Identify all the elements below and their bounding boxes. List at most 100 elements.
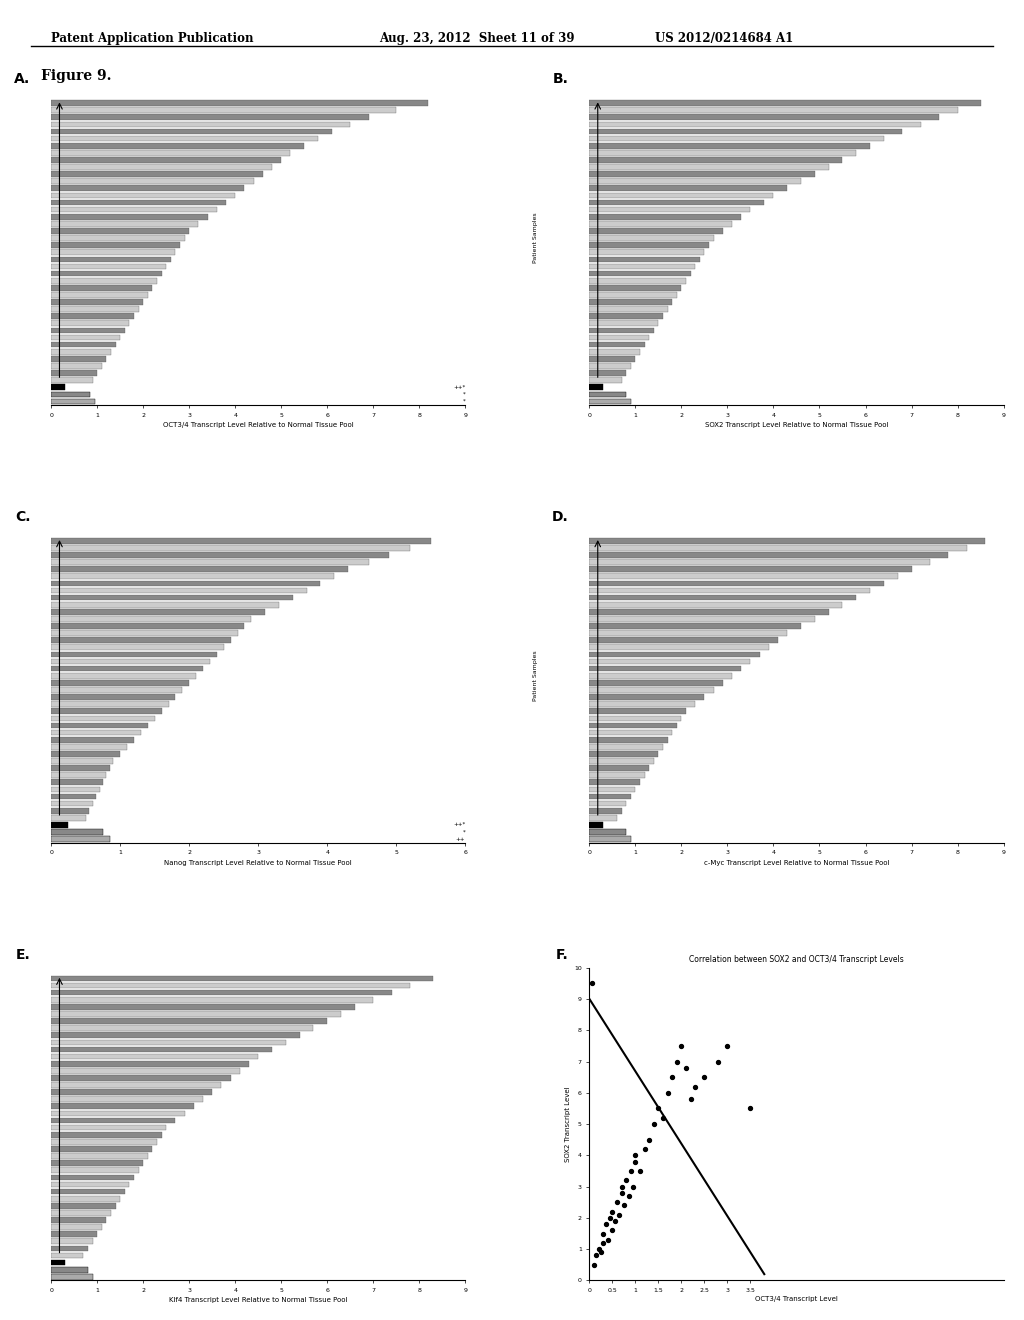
Bar bbox=[51, 186, 245, 191]
Bar bbox=[51, 1167, 138, 1173]
Bar bbox=[51, 1232, 97, 1237]
Bar bbox=[590, 673, 732, 678]
Bar bbox=[51, 1089, 212, 1096]
Bar bbox=[51, 1131, 162, 1138]
Bar bbox=[51, 1246, 88, 1251]
Bar bbox=[51, 638, 230, 643]
Bar bbox=[51, 157, 282, 162]
Bar bbox=[590, 115, 939, 120]
Bar bbox=[51, 1175, 134, 1180]
Point bbox=[625, 1176, 641, 1197]
Point bbox=[604, 1201, 621, 1222]
Bar bbox=[51, 384, 65, 391]
Bar bbox=[590, 121, 921, 127]
Bar bbox=[590, 680, 723, 685]
Bar bbox=[590, 539, 985, 544]
Bar bbox=[590, 300, 673, 305]
Bar bbox=[590, 172, 815, 177]
Point bbox=[609, 1192, 626, 1213]
Bar bbox=[51, 990, 391, 995]
Bar bbox=[51, 321, 129, 326]
Point bbox=[591, 1238, 607, 1259]
Bar bbox=[590, 150, 856, 156]
Bar bbox=[51, 285, 153, 290]
Bar bbox=[590, 780, 640, 785]
Bar bbox=[51, 539, 431, 544]
Point bbox=[621, 1185, 637, 1206]
Bar bbox=[590, 128, 902, 135]
Bar bbox=[590, 271, 690, 276]
Bar bbox=[51, 997, 373, 1003]
Bar bbox=[51, 207, 217, 213]
Point bbox=[628, 1151, 644, 1172]
Text: *: * bbox=[463, 392, 465, 397]
Bar bbox=[590, 545, 967, 550]
Bar bbox=[51, 249, 175, 255]
Bar bbox=[51, 327, 125, 333]
Bar bbox=[590, 573, 898, 579]
Bar bbox=[51, 313, 134, 319]
Bar bbox=[51, 150, 291, 156]
Bar bbox=[590, 235, 714, 240]
Bar bbox=[51, 581, 321, 586]
Bar bbox=[590, 630, 787, 636]
Bar bbox=[51, 801, 92, 807]
Bar bbox=[51, 744, 127, 750]
Text: ++*: ++* bbox=[453, 384, 465, 389]
Point bbox=[687, 1076, 703, 1097]
Point bbox=[611, 1204, 628, 1225]
Bar bbox=[51, 808, 89, 813]
Bar bbox=[51, 751, 120, 756]
Bar bbox=[590, 587, 870, 593]
Bar bbox=[590, 285, 682, 290]
Bar bbox=[590, 207, 751, 213]
Bar bbox=[590, 107, 957, 114]
Text: Patient Samples: Patient Samples bbox=[534, 213, 539, 264]
Bar bbox=[51, 1160, 143, 1166]
Point bbox=[659, 1082, 676, 1104]
Bar bbox=[51, 822, 69, 828]
Bar bbox=[51, 665, 203, 672]
Bar bbox=[51, 1032, 300, 1038]
Text: B.: B. bbox=[553, 73, 568, 86]
Bar bbox=[590, 292, 677, 298]
Bar bbox=[51, 214, 208, 219]
Bar bbox=[51, 342, 116, 347]
Bar bbox=[51, 121, 350, 127]
Bar bbox=[51, 688, 182, 693]
Bar bbox=[590, 814, 617, 821]
Bar bbox=[590, 243, 709, 248]
Bar bbox=[590, 378, 622, 383]
Bar bbox=[51, 348, 111, 355]
Bar bbox=[51, 356, 106, 362]
Bar bbox=[51, 1053, 258, 1060]
Bar bbox=[590, 758, 654, 764]
Bar bbox=[590, 228, 723, 234]
Point bbox=[650, 1098, 667, 1119]
Bar bbox=[51, 1267, 88, 1272]
Bar bbox=[51, 715, 155, 721]
X-axis label: SOX2 Transcript Level Relative to Normal Tissue Pool: SOX2 Transcript Level Relative to Normal… bbox=[705, 422, 888, 428]
Bar bbox=[51, 1097, 203, 1102]
Bar bbox=[51, 694, 175, 700]
Bar bbox=[51, 630, 238, 636]
Bar bbox=[51, 1181, 129, 1187]
Bar bbox=[51, 335, 120, 341]
Text: ++: ++ bbox=[456, 837, 465, 842]
Bar bbox=[51, 136, 318, 141]
Text: D.: D. bbox=[552, 510, 568, 524]
Bar bbox=[51, 1068, 240, 1073]
Bar bbox=[590, 335, 649, 341]
Bar bbox=[51, 587, 306, 593]
Bar bbox=[590, 552, 948, 558]
Point bbox=[597, 1213, 613, 1234]
Bar bbox=[51, 673, 197, 678]
Text: E.: E. bbox=[15, 948, 31, 961]
Bar bbox=[590, 623, 801, 628]
Bar bbox=[51, 1224, 101, 1230]
Point bbox=[696, 1067, 713, 1088]
Bar bbox=[590, 560, 930, 565]
Bar bbox=[590, 808, 622, 813]
Bar bbox=[51, 178, 254, 183]
Bar bbox=[590, 100, 981, 106]
